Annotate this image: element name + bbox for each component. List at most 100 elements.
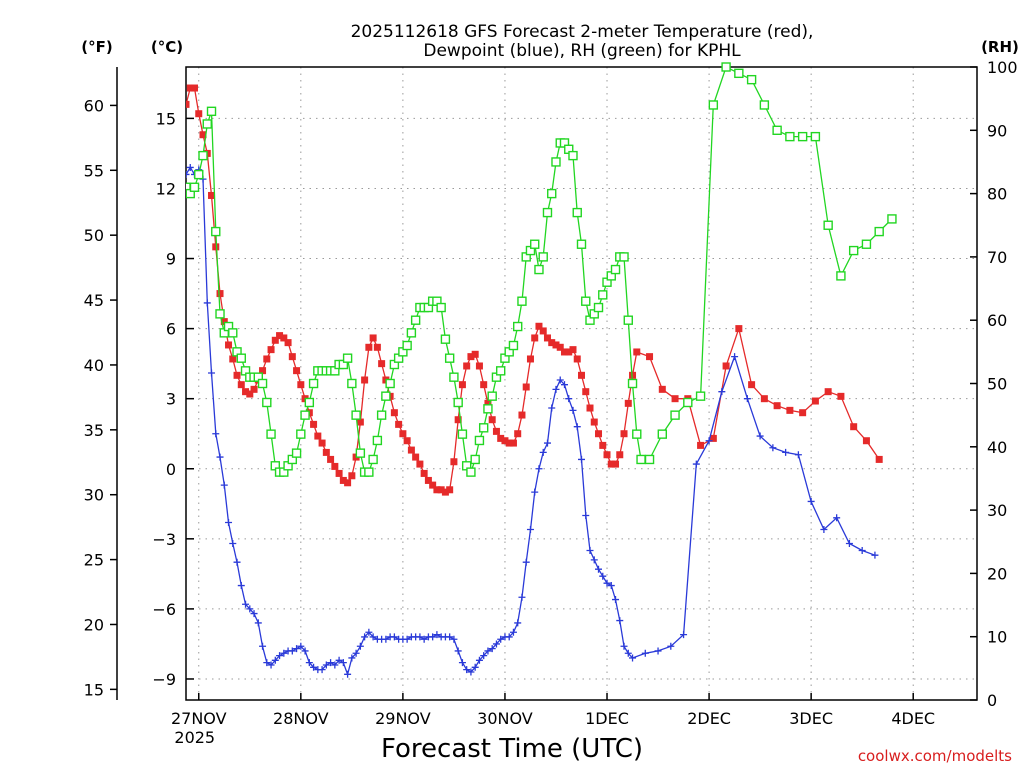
rh-point bbox=[308, 378, 319, 389]
x-tick-sublabel: 2025 bbox=[174, 728, 215, 747]
temperature-point bbox=[565, 348, 573, 356]
dewpoint-point bbox=[310, 663, 318, 671]
temperature-point bbox=[603, 451, 611, 459]
dewpoint-point bbox=[629, 654, 637, 662]
dewpoint-point bbox=[475, 656, 483, 664]
rh-point bbox=[364, 467, 374, 477]
dewpoint-point bbox=[305, 659, 313, 667]
rh-point bbox=[823, 220, 833, 230]
rh-point bbox=[797, 131, 808, 142]
dewpoint-point bbox=[208, 369, 216, 377]
dewpoint-point bbox=[552, 385, 560, 393]
temperature-point bbox=[595, 430, 603, 438]
dewpoint-point bbox=[254, 619, 262, 627]
celsius-tick-label: 15 bbox=[156, 109, 176, 128]
series bbox=[186, 62, 897, 678]
dewpoint-point bbox=[280, 649, 288, 657]
rh-point bbox=[734, 68, 744, 79]
series-dewpoint bbox=[186, 163, 879, 678]
rh-point bbox=[410, 315, 421, 325]
dewpoint-point bbox=[216, 453, 224, 461]
rh-point bbox=[887, 214, 897, 224]
dewpoint-point bbox=[471, 663, 479, 671]
dewpoint-point bbox=[420, 635, 428, 643]
fahrenheit-tick-label: 40 bbox=[84, 356, 104, 375]
rh-point bbox=[538, 252, 548, 262]
temperature-point bbox=[293, 367, 301, 375]
rh-point bbox=[402, 340, 412, 351]
dewpoint-point bbox=[756, 432, 764, 440]
temperature-point bbox=[318, 439, 326, 447]
temperature-point bbox=[548, 339, 556, 347]
temperature-point bbox=[722, 362, 730, 370]
temperature-point bbox=[509, 439, 517, 447]
temperature-point bbox=[862, 437, 870, 445]
x-tick-label: 3DEC bbox=[789, 709, 833, 728]
temperature-point bbox=[280, 334, 288, 342]
rh-point bbox=[627, 378, 638, 389]
dewpoint-point bbox=[288, 647, 296, 655]
rh-tick-label: 0 bbox=[987, 691, 997, 710]
temperature-point bbox=[407, 446, 415, 454]
fahrenheit-tick-label: 55 bbox=[84, 161, 104, 180]
dewpoint-point bbox=[692, 460, 700, 468]
rh-point bbox=[632, 429, 642, 439]
dewpoint-point bbox=[259, 642, 267, 650]
temperature-point bbox=[875, 455, 883, 463]
rh-point bbox=[236, 353, 246, 363]
dewpoint-point bbox=[616, 617, 624, 625]
temperature-point bbox=[216, 290, 224, 298]
rh-point bbox=[453, 397, 463, 408]
rh-point bbox=[381, 391, 391, 401]
dewpoint-point bbox=[237, 582, 245, 590]
temperature-point bbox=[811, 397, 819, 405]
celsius-unit-label: (°C) bbox=[151, 38, 183, 56]
rh-point bbox=[683, 397, 693, 408]
rh-point bbox=[848, 245, 859, 256]
temperature-point bbox=[429, 481, 437, 489]
dewpoint-point bbox=[365, 628, 373, 636]
rh-point bbox=[551, 157, 561, 167]
temperature-point bbox=[458, 381, 466, 389]
temperature-point bbox=[437, 486, 445, 494]
rh-point bbox=[508, 340, 519, 351]
dewpoint-point bbox=[539, 448, 547, 456]
dewpoint-point bbox=[352, 649, 360, 657]
rh-point bbox=[657, 429, 668, 439]
temperature-point bbox=[522, 383, 530, 391]
dewpoint-point bbox=[641, 649, 649, 657]
temperature-point bbox=[271, 336, 279, 344]
dewpoint-point bbox=[543, 439, 551, 447]
rh-point bbox=[746, 74, 757, 85]
dewpoint-point bbox=[348, 654, 356, 662]
temperature-point bbox=[569, 346, 577, 354]
rh-point bbox=[457, 429, 468, 439]
temperature-point bbox=[225, 341, 233, 349]
dewpoint-point bbox=[526, 525, 534, 533]
celsius-tick-label: −3 bbox=[152, 530, 176, 549]
rh-point bbox=[198, 150, 208, 161]
rh-tick-label: 70 bbox=[987, 248, 1007, 267]
dewpoint-point bbox=[595, 565, 603, 573]
temperature-point bbox=[344, 479, 352, 487]
temperature-point bbox=[850, 423, 858, 431]
dewpoint-point bbox=[484, 647, 492, 655]
dewpoint-point bbox=[229, 540, 237, 548]
dewpoint-point bbox=[833, 514, 841, 522]
temperature-point bbox=[191, 84, 199, 92]
temperature-point bbox=[463, 362, 471, 370]
temperature-point bbox=[578, 371, 585, 379]
rh-point bbox=[636, 454, 646, 465]
temperature-point bbox=[492, 427, 500, 435]
x-tick-label: 4DEC bbox=[891, 709, 935, 728]
rh-point bbox=[466, 467, 476, 477]
rh-point bbox=[376, 410, 387, 420]
rh-point bbox=[449, 372, 459, 382]
temperature-point bbox=[582, 388, 590, 396]
x-tick-label: 1DEC bbox=[585, 709, 629, 728]
temperature-point bbox=[735, 325, 743, 333]
dewpoint-point bbox=[233, 558, 241, 566]
temperature-point bbox=[471, 350, 479, 358]
dewpoint-point bbox=[582, 511, 590, 519]
dewpoint-point bbox=[820, 525, 828, 533]
